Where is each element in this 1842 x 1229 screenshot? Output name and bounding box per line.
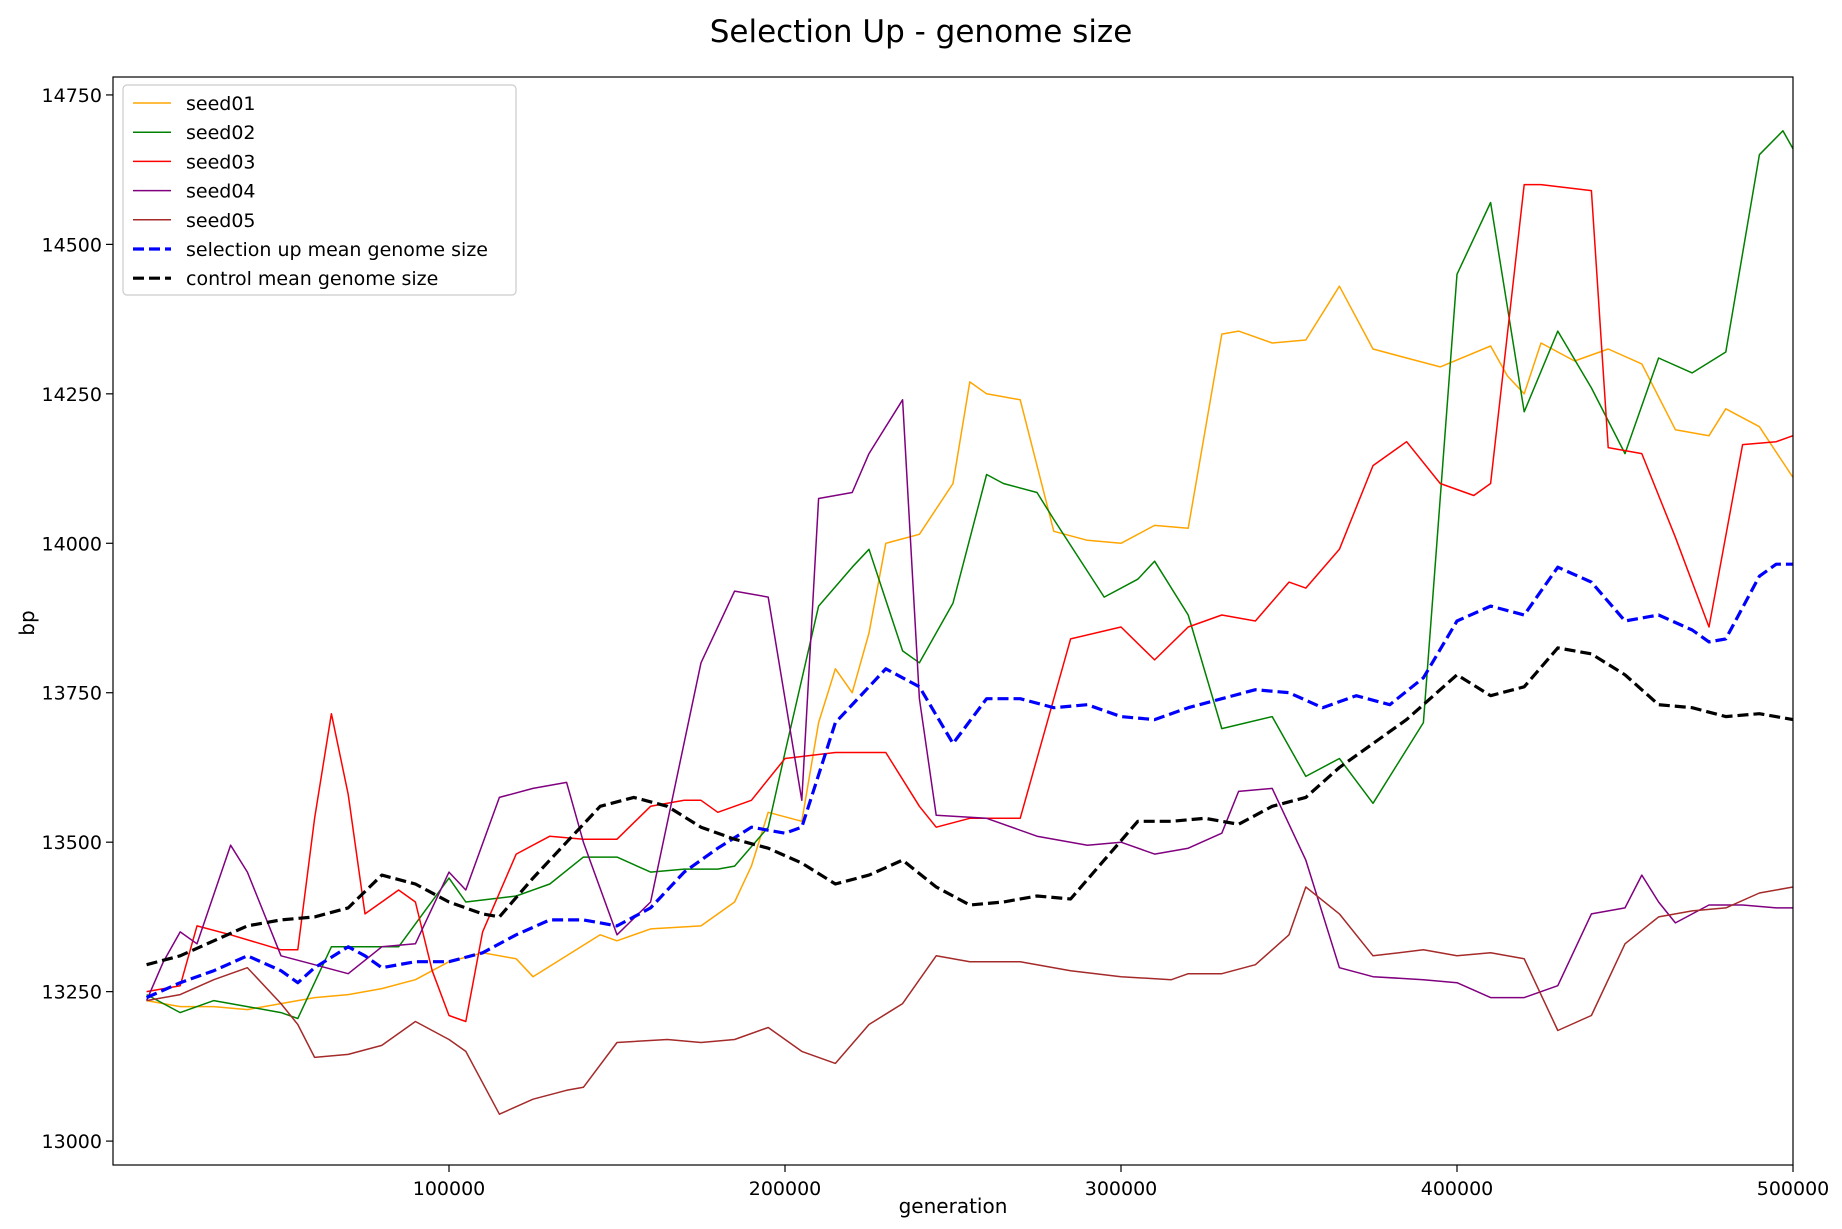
legend-label: seed05 bbox=[186, 210, 256, 232]
y-tick-label: 14750 bbox=[42, 85, 102, 107]
x-tick-label: 300000 bbox=[1085, 1178, 1158, 1200]
series-line-seed01 bbox=[146, 285, 1794, 1011]
x-tick-label: 100000 bbox=[413, 1178, 486, 1200]
plot-frame bbox=[112, 76, 1794, 1166]
x-axis-ticks: 100000 200000 300000 400000 500000 bbox=[413, 1165, 1830, 1200]
x-axis-label: generation bbox=[899, 1194, 1008, 1218]
legend-label: seed04 bbox=[186, 181, 256, 203]
legend-label: seed02 bbox=[186, 122, 256, 144]
y-tick-label: 14250 bbox=[42, 384, 102, 406]
y-axis-label: bp bbox=[15, 610, 39, 635]
y-tick-label: 14000 bbox=[42, 533, 102, 555]
y-tick-label: 13500 bbox=[42, 832, 102, 854]
legend-label: seed01 bbox=[186, 93, 256, 115]
chart-title: Selection Up - genome size bbox=[710, 14, 1133, 50]
legend: seed01 seed02 seed03 seed04 seed05 selection … bbox=[122, 84, 517, 296]
y-axis-ticks: 13000 13250 13500 13750 14000 14250 14500 14750 bbox=[42, 85, 113, 1153]
x-tick-label: 400000 bbox=[1421, 1178, 1494, 1200]
series-line-seed02 bbox=[146, 130, 1794, 1020]
y-tick-label: 13750 bbox=[42, 683, 102, 705]
y-tick-label: 14500 bbox=[42, 234, 102, 256]
legend-label: seed03 bbox=[186, 151, 256, 173]
plot-lines bbox=[145, 130, 1794, 1115]
x-tick-label: 200000 bbox=[749, 1178, 822, 1200]
series-line-seed03 bbox=[146, 183, 1794, 1023]
series-line-control-mean-genome-size bbox=[146, 646, 1794, 967]
legend-label: control mean genome size bbox=[186, 268, 438, 290]
series-line-seed04 bbox=[145, 399, 1793, 1001]
series-line-selection-up-mean-genome-size bbox=[145, 562, 1793, 1000]
legend-label: selection up mean genome size bbox=[186, 239, 488, 261]
y-tick-label: 13250 bbox=[42, 982, 102, 1004]
legend-box bbox=[122, 84, 517, 296]
series-line-seed05 bbox=[146, 886, 1794, 1115]
y-tick-label: 13000 bbox=[42, 1131, 102, 1153]
x-tick-label: 500000 bbox=[1757, 1178, 1830, 1200]
